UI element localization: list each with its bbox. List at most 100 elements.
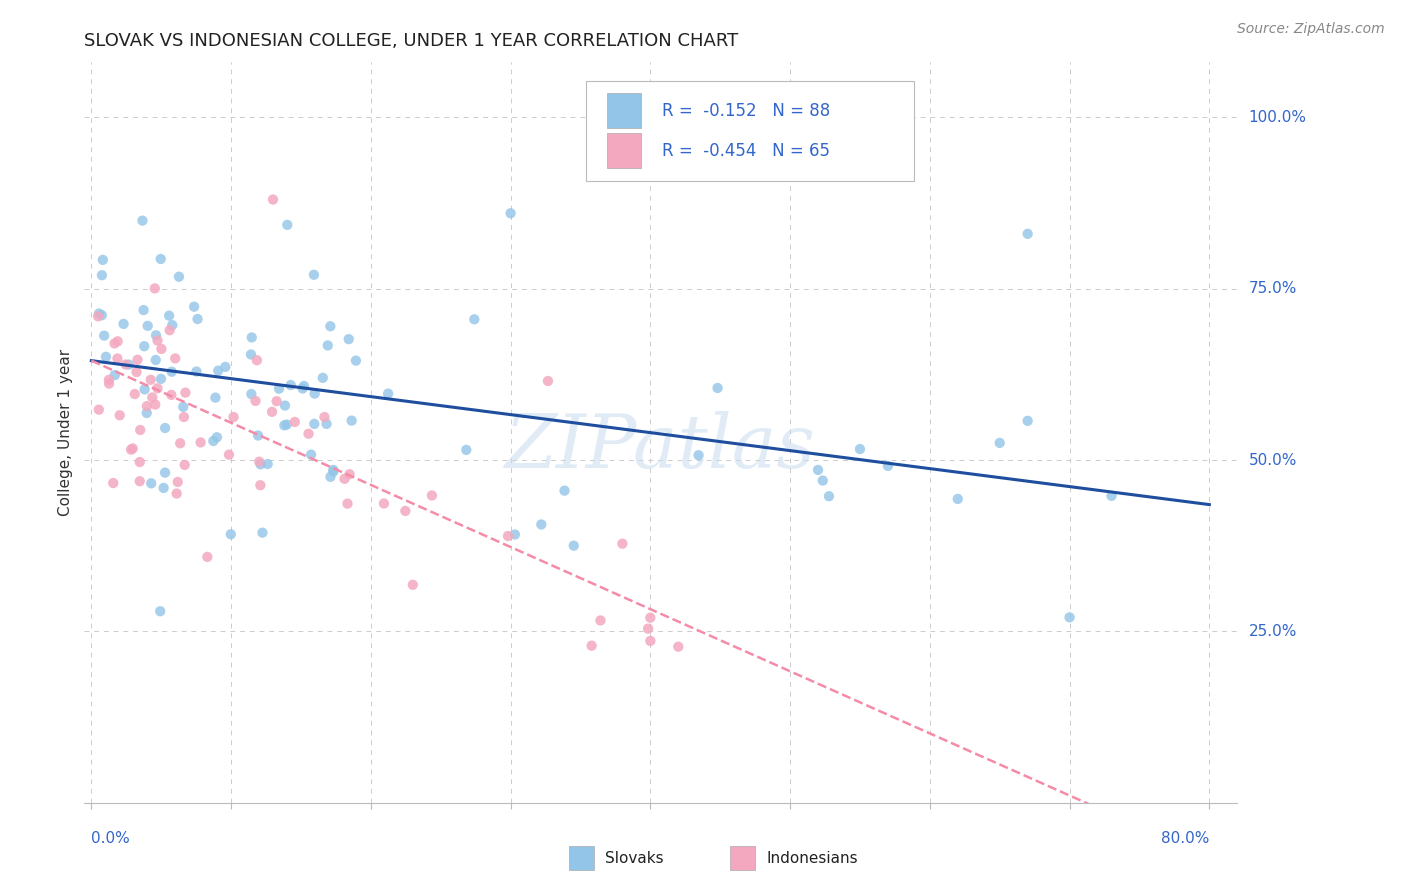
Point xyxy=(136,318,159,333)
Point xyxy=(339,467,361,482)
Point xyxy=(98,376,121,391)
Point xyxy=(344,353,367,368)
Point xyxy=(143,398,166,412)
Point xyxy=(292,379,315,393)
Point xyxy=(246,353,269,368)
Point xyxy=(190,435,212,450)
Point xyxy=(87,402,110,417)
Point xyxy=(222,409,245,424)
Point xyxy=(149,372,172,386)
Point xyxy=(245,393,267,408)
Point xyxy=(152,481,174,495)
Text: Slovaks: Slovaks xyxy=(606,851,664,866)
Point xyxy=(169,436,191,450)
Point xyxy=(219,527,242,541)
FancyBboxPatch shape xyxy=(606,133,641,169)
Point xyxy=(266,394,288,409)
Point xyxy=(589,614,612,628)
Point xyxy=(94,350,117,364)
Point xyxy=(87,310,110,324)
Point xyxy=(811,474,834,488)
Point xyxy=(274,399,297,413)
Point xyxy=(496,529,519,543)
Point xyxy=(103,476,125,491)
Point xyxy=(818,489,841,503)
Point xyxy=(456,442,478,457)
Point xyxy=(207,364,229,378)
Point xyxy=(284,415,307,429)
Point xyxy=(340,414,363,428)
Point xyxy=(134,383,156,397)
Point xyxy=(145,353,167,368)
Point xyxy=(537,374,560,388)
Point xyxy=(262,193,284,207)
Point xyxy=(132,303,155,318)
Point xyxy=(131,213,153,227)
Point xyxy=(159,323,181,337)
Point xyxy=(204,391,226,405)
Point xyxy=(247,428,270,442)
Point xyxy=(166,475,188,489)
Point xyxy=(205,430,228,444)
Point xyxy=(291,382,314,396)
Point xyxy=(107,334,129,349)
Point xyxy=(849,442,872,456)
Point xyxy=(112,317,135,331)
Point xyxy=(124,387,146,401)
Point xyxy=(129,423,152,437)
Point xyxy=(394,504,416,518)
Point xyxy=(172,400,194,414)
Point xyxy=(107,351,129,366)
Point xyxy=(240,330,263,344)
Point xyxy=(554,483,576,498)
Point xyxy=(402,578,425,592)
Text: 100.0%: 100.0% xyxy=(1249,110,1306,125)
Point xyxy=(157,309,180,323)
Point xyxy=(91,252,114,267)
Point xyxy=(173,458,195,472)
Point xyxy=(581,639,603,653)
Point xyxy=(160,388,183,402)
Point xyxy=(97,373,120,387)
Point xyxy=(276,218,298,232)
Point xyxy=(218,448,240,462)
Point xyxy=(706,381,728,395)
Point xyxy=(1017,414,1039,428)
Text: ZIPatlas: ZIPatlas xyxy=(505,411,817,483)
Point xyxy=(1059,610,1081,624)
Point xyxy=(314,410,336,425)
FancyBboxPatch shape xyxy=(730,847,755,871)
Point xyxy=(214,359,236,374)
Point xyxy=(640,633,662,648)
Point xyxy=(160,365,183,379)
Point xyxy=(143,281,166,295)
Text: 0.0%: 0.0% xyxy=(91,830,131,846)
Point xyxy=(186,364,208,378)
Point xyxy=(273,418,295,433)
Point xyxy=(267,382,290,396)
Point xyxy=(118,358,141,372)
Point xyxy=(162,318,184,332)
Point xyxy=(135,406,157,420)
Point xyxy=(166,486,188,500)
Point xyxy=(315,417,337,431)
Text: 50.0%: 50.0% xyxy=(1249,452,1296,467)
Point xyxy=(256,457,278,471)
Point xyxy=(280,378,302,392)
Point xyxy=(145,328,167,343)
Point xyxy=(173,409,195,424)
Point xyxy=(103,336,125,351)
Point xyxy=(612,537,634,551)
Point xyxy=(141,391,163,405)
Point xyxy=(530,517,553,532)
Point xyxy=(104,368,127,382)
Point xyxy=(877,458,900,473)
Point xyxy=(240,387,263,401)
Point xyxy=(322,463,344,477)
Point xyxy=(146,381,169,395)
FancyBboxPatch shape xyxy=(586,81,914,181)
Point xyxy=(319,470,342,484)
Point xyxy=(252,525,274,540)
Point xyxy=(183,300,205,314)
Text: R =  -0.152   N = 88: R = -0.152 N = 88 xyxy=(662,102,830,120)
